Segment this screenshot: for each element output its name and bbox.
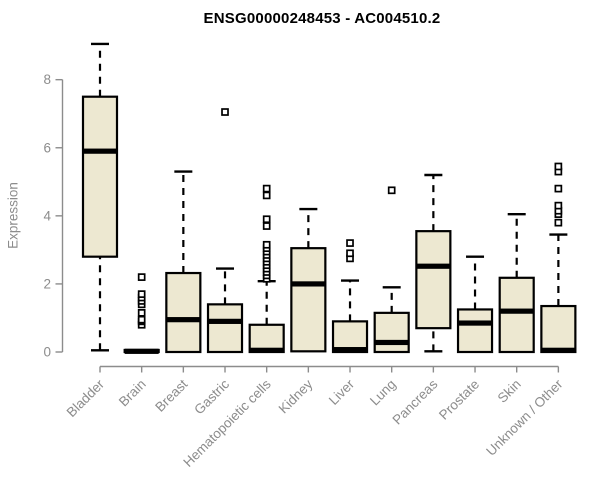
outlier-point-brain xyxy=(137,315,146,324)
outlier-point-hematopoietic-cells xyxy=(262,240,271,249)
outlier-point-hematopoietic-cells xyxy=(262,222,271,230)
median-gastric xyxy=(208,318,243,324)
box-prostate xyxy=(456,308,494,354)
median-skin xyxy=(499,308,534,314)
median-lung xyxy=(374,339,409,346)
box-skin xyxy=(498,276,535,354)
median-kidney xyxy=(291,281,326,287)
outlier-point-unknown-other xyxy=(554,162,563,171)
outlier-point-liver xyxy=(346,239,354,247)
outlier-point-hematopoietic-cells xyxy=(262,184,271,193)
outlier-point-unknown-other xyxy=(554,218,563,227)
box-pancreas xyxy=(415,230,452,330)
median-liver xyxy=(333,347,368,353)
outlier-point-hematopoietic-cells xyxy=(262,191,271,200)
outlier-point-brain xyxy=(137,309,146,317)
x-category-label: Pancreas xyxy=(390,376,441,427)
x-category-label: Brain xyxy=(116,377,149,410)
outlier-point-hematopoietic-cells xyxy=(262,215,271,224)
median-unknown-other xyxy=(541,347,576,353)
box-breast xyxy=(165,271,202,354)
outlier-point-unknown-other xyxy=(554,184,563,193)
x-category-label: Bladder xyxy=(64,376,108,420)
median-hematopoietic-cells xyxy=(249,347,284,353)
outlier-point-gastric xyxy=(221,108,229,116)
box-gastric xyxy=(206,303,244,354)
y-tick-label: 0 xyxy=(43,345,51,360)
y-tick-label: 8 xyxy=(43,72,51,87)
y-tick-label: 4 xyxy=(43,208,51,223)
y-tick-label: 6 xyxy=(43,140,51,155)
median-prostate xyxy=(458,320,493,326)
box-bladder xyxy=(81,95,119,258)
x-category-label: Lung xyxy=(367,377,399,409)
outlier-point-brain xyxy=(137,273,146,281)
outlier-point-unknown-other xyxy=(554,201,563,210)
box-kidney xyxy=(290,247,327,353)
outlier-point-brain xyxy=(137,290,146,298)
outlier-point-liver xyxy=(346,249,354,258)
x-category-label: Skin xyxy=(495,377,524,406)
median-bladder xyxy=(83,148,117,154)
x-category-label: Kidney xyxy=(276,376,316,416)
outlier-point-lung xyxy=(387,186,396,195)
x-category-label: Gastric xyxy=(191,376,232,417)
median-pancreas xyxy=(416,263,451,269)
median-brain xyxy=(124,348,159,354)
box-lung xyxy=(373,311,410,354)
y-tick-label: 2 xyxy=(43,276,51,291)
x-category-label: Prostate xyxy=(436,377,482,423)
box-unknown-other xyxy=(540,304,577,354)
x-category-label: Liver xyxy=(326,376,358,408)
x-category-label: Breast xyxy=(152,376,190,414)
x-category-label: Unknown / Other xyxy=(483,376,566,459)
median-breast xyxy=(166,317,201,323)
chart-title: ENSG00000248453 - AC004510.2 xyxy=(203,10,441,27)
